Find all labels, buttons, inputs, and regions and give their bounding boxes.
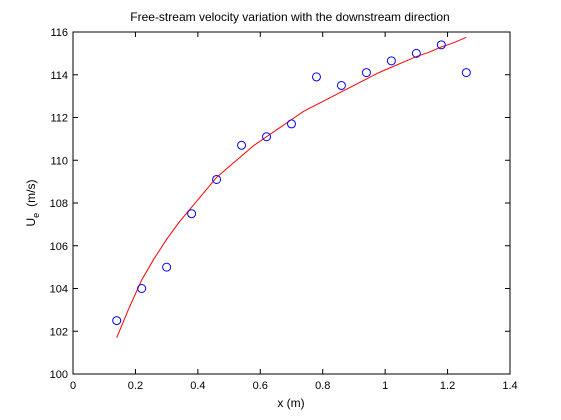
y-tick-label: 104	[50, 284, 68, 296]
y-axis-label: Ue (m/s)	[24, 179, 41, 226]
data-point	[212, 174, 222, 184]
y-tick-label: 100	[50, 369, 68, 381]
x-tick-label: 1.4	[502, 380, 517, 392]
y-tick-label: 106	[50, 241, 68, 253]
data-point	[187, 209, 197, 219]
data-point	[112, 316, 122, 326]
x-tick-label: 0.6	[253, 380, 268, 392]
y-tick-label: 110	[50, 155, 68, 167]
y-tick-label: 116	[50, 27, 68, 39]
y-axis-label-subscript: e	[31, 213, 41, 218]
y-tick-label: 102	[50, 326, 68, 338]
x-tick-label: 0	[70, 380, 76, 392]
data-point	[361, 68, 371, 78]
data-point	[162, 262, 172, 272]
x-tick-label: 0.2	[128, 380, 143, 392]
data-point	[262, 132, 272, 142]
data-point	[411, 48, 421, 58]
data-point	[287, 119, 296, 129]
data-point	[237, 140, 247, 150]
x-axis-label: x (m)	[277, 396, 304, 410]
x-tick-label: 0.8	[315, 380, 330, 392]
data-point	[137, 284, 147, 293]
y-tick-label: 112	[50, 113, 68, 125]
y-axis-label-main: U	[24, 218, 38, 227]
data-point	[336, 80, 346, 90]
data-point	[311, 72, 321, 82]
data-point	[386, 56, 396, 66]
y-axis-label-unit: (m/s)	[24, 179, 38, 206]
chart-title: Free-stream velocity variation with the …	[130, 10, 449, 24]
data-points-layer	[112, 40, 471, 326]
x-tick-label: 1	[382, 380, 388, 392]
svg-text:Ue(m/s): Ue (m/s)	[24, 179, 41, 226]
y-tick-label: 114	[50, 70, 68, 82]
data-point	[461, 68, 471, 78]
x-tick-label: 0.4	[190, 380, 205, 392]
axis-ticks: 0 0.2 0.4 0.6 0.8 1 1.2 1.4 100 102 104 106 108 110 11…	[50, 27, 518, 392]
x-tick-label: 1.2	[440, 380, 455, 392]
plot-area	[72, 31, 511, 375]
y-tick-label: 108	[50, 198, 68, 210]
data-point	[436, 40, 446, 50]
